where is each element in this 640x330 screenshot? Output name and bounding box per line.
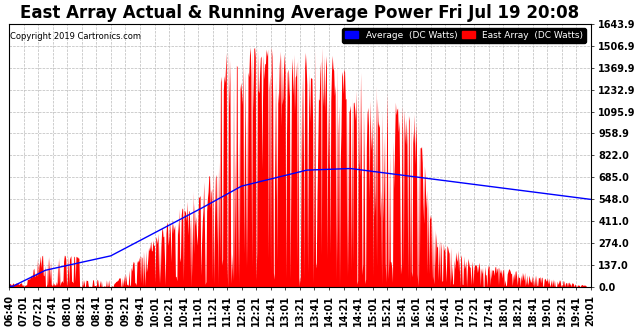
- Text: Copyright 2019 Cartronics.com: Copyright 2019 Cartronics.com: [10, 32, 141, 41]
- Legend: Average  (DC Watts), East Array  (DC Watts): Average (DC Watts), East Array (DC Watts…: [342, 28, 586, 43]
- Title: East Array Actual & Running Average Power Fri Jul 19 20:08: East Array Actual & Running Average Powe…: [20, 4, 579, 22]
